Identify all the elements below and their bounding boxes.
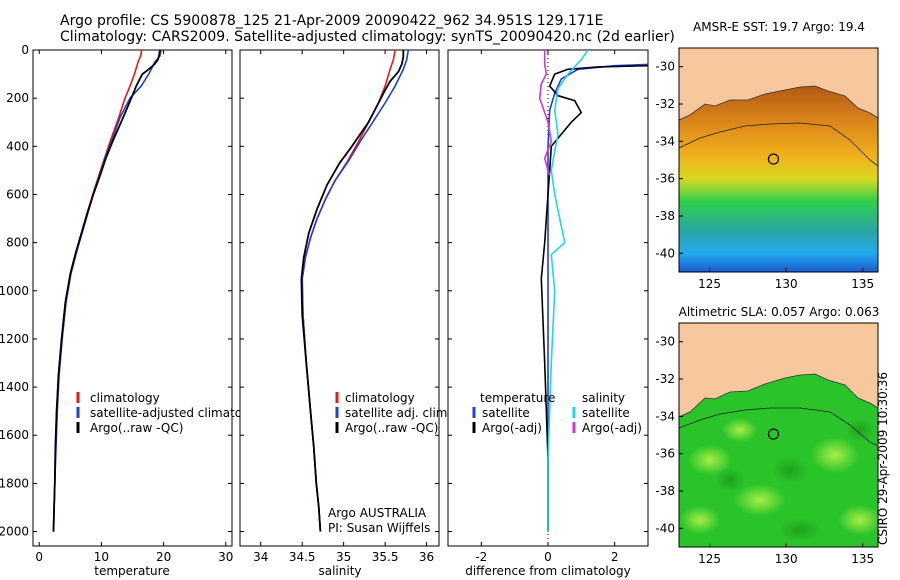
legend-climatology: climatology (90, 391, 160, 405)
sla-lat-tick-label: -34 (655, 409, 675, 423)
temperature-series-argo-raw-qc (52, 50, 161, 532)
difference-series-temperature-argo-adj (540, 64, 648, 532)
sst-map-frame (678, 47, 879, 273)
sst-lat-tick-label: -38 (655, 209, 675, 223)
argo-location-marker (767, 428, 780, 440)
sla-map-title: Altimetric SLA: 0.057 Argo: 0.063 (679, 305, 880, 319)
depth-ytick-label: 1600 (0, 428, 29, 442)
sla-lon-tick-label: 125 (698, 552, 721, 566)
temperature-xtick-label: 30 (218, 550, 233, 564)
depth-ytick-label: 1200 (0, 332, 29, 346)
sst-lon-tick-label: 135 (851, 277, 874, 291)
depth-ytick-label: 2000 (0, 525, 29, 539)
legend-sal-satellite: satellite adj. clim. (345, 406, 451, 420)
depth-ytick-label: 400 (6, 139, 29, 153)
difference-xtick-label: 2 (611, 550, 619, 564)
depth-ytick-label: 0 (21, 43, 29, 57)
sst-map-title: AMSR-E SST: 19.7 Argo: 19.4 (693, 20, 865, 34)
salinity-xtick-label: 35.5 (372, 550, 399, 564)
sla-contour (679, 407, 878, 447)
sla-lat-tick-label: -38 (655, 484, 675, 498)
salinity-series-argo-raw-qc (300, 50, 405, 532)
depth-ytick-label: 1400 (0, 380, 29, 394)
sla-coastline (679, 373, 878, 418)
legend-argo: Argo(..raw -QC) (90, 421, 183, 435)
sla-map: Altimetric SLA: 0.057 Argo: 0.063 125 130… (655, 305, 880, 566)
sla-lat-tick-label: -36 (655, 447, 675, 461)
legend-diff-temp-satellite: satellite (482, 406, 530, 420)
argo-location-marker (767, 153, 780, 165)
sla-lat-tick-label: -30 (655, 335, 675, 349)
temperature-panel: 0 10 20 30 0 200 400 600 800 1000 1200 1400 1600 1800… (0, 43, 268, 578)
sst-lon-tick-label: 130 (775, 277, 798, 291)
depth-ytick-label: 800 (6, 236, 29, 250)
depth-ytick-label: 1800 (0, 476, 29, 490)
difference-series-salinity-argo-adj (538, 50, 553, 176)
sst-lat-tick-label: -30 (655, 60, 675, 74)
sla-map-frame (678, 322, 879, 548)
sst-ocean-field (679, 86, 878, 272)
depth-ytick-label: 1000 (0, 284, 29, 298)
temperature-xtick-label: 20 (156, 550, 171, 564)
sst-lon-tick-label: 125 (698, 277, 721, 291)
sst-lat-tick-label: -34 (655, 134, 675, 148)
temperature-legend: climatology satellite-adjusted climatolo… (76, 391, 268, 435)
salinity-legend: climatology satellite adj. clim. Argo(..… (335, 391, 451, 435)
depth-ytick-label: 200 (6, 91, 29, 105)
sla-lat-tick-label: -32 (655, 372, 675, 386)
sla-anomaly-pattern (680, 418, 878, 542)
sla-lon-tick-label: 130 (775, 552, 798, 566)
temperature-xtick-label: 10 (94, 550, 109, 564)
figure-title-line-1: Argo profile: CS 5900878_125 21-Apr-2009… (60, 13, 604, 29)
difference-panel: -2 0 2 difference from climatology tempera… (447, 49, 649, 578)
legend-satellite-adjusted: satellite-adjusted climatology (90, 406, 268, 420)
legend-sal-argo: Argo(..raw -QC) (345, 421, 438, 435)
argo-note-country: Argo AUSTRALIA (328, 506, 427, 520)
difference-legend: temperature salinity satellite Argo(-adj… (472, 391, 642, 435)
difference-xtick-label: -2 (475, 550, 487, 564)
temperature-xlabel: temperature (94, 564, 169, 578)
salinity-xtick-label: 34 (253, 550, 268, 564)
legend-diff-sal-argo: Argo(-adj) (582, 421, 642, 435)
sla-lon-tick-label: 135 (851, 552, 874, 566)
temperature-xtick-label: 0 (35, 550, 43, 564)
sst-lat-tick-label: -32 (655, 97, 675, 111)
temperature-plot-frame (32, 49, 233, 547)
sst-contour (679, 122, 878, 167)
sst-coastline (679, 85, 878, 121)
legend-header-salinity: salinity (582, 391, 625, 405)
salinity-xlabel: salinity (318, 564, 361, 578)
figure-title-line-2: Climatology: CARS2009. Satellite-adjuste… (60, 29, 675, 45)
salinity-xtick-label: 34.5 (289, 550, 316, 564)
legend-sal-climatology: climatology (345, 391, 415, 405)
salinity-xtick-label: 36 (419, 550, 434, 564)
depth-ytick-label: 600 (6, 187, 29, 201)
difference-xtick-label: 0 (544, 550, 552, 564)
salinity-panel: 34 34.5 35 35.5 36 salinity climatology sate… (239, 49, 451, 578)
legend-diff-temp-argo: Argo(-adj) (482, 421, 542, 435)
sla-lat-tick-label: -40 (655, 521, 675, 535)
argo-note-pi: PI: Susan Wijffels (328, 521, 430, 535)
salinity-xtick-label: 35 (336, 550, 351, 564)
legend-header-temperature: temperature (480, 391, 555, 405)
salinity-plot-frame (239, 49, 440, 547)
sst-lat-tick-label: -36 (655, 172, 675, 186)
difference-series-salinity-satellite (547, 50, 589, 532)
legend-diff-sal-satellite: satellite (582, 406, 630, 420)
sst-lat-tick-label: -40 (655, 246, 675, 260)
difference-xlabel: difference from climatology (465, 564, 631, 578)
footer-timestamp: CSIRO 29-Apr-2009 10:30:36 (876, 371, 890, 545)
sst-map: AMSR-E SST: 19.7 Argo: 19.4 125 130 135 -30… (655, 20, 879, 291)
